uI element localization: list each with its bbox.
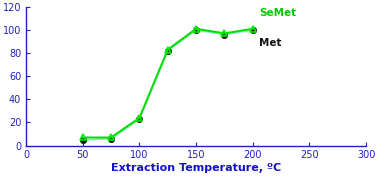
- Text: Met: Met: [259, 38, 282, 48]
- Text: SeMet: SeMet: [259, 8, 296, 18]
- X-axis label: Extraction Temperature, ºC: Extraction Temperature, ºC: [111, 163, 281, 173]
